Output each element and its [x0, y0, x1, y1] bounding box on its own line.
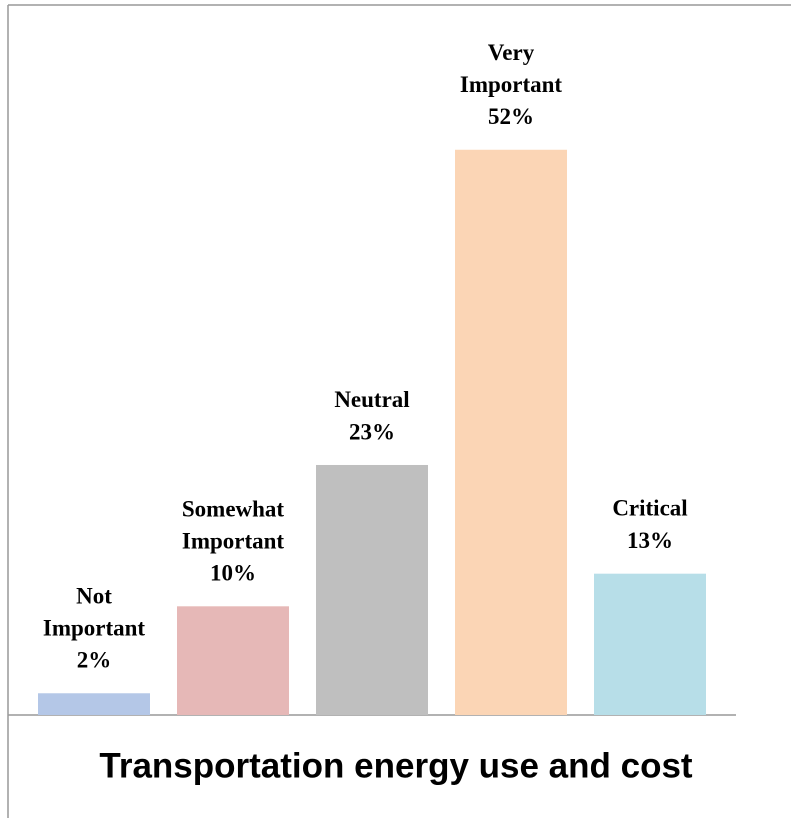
category-label: Not Important [43, 584, 146, 641]
bar [455, 149, 567, 715]
value-label: 23% [349, 419, 395, 444]
value-label: 10% [210, 561, 256, 586]
bar [316, 464, 428, 715]
category-label: Neutral [334, 387, 409, 412]
bar [38, 693, 150, 715]
value-label: 52% [488, 104, 534, 129]
bar [177, 606, 289, 715]
category-label: Very Important [460, 40, 563, 97]
category-label: Critical [612, 496, 687, 521]
chart-title: Transportation energy use and cost [99, 746, 693, 785]
bar [594, 573, 706, 715]
value-label: 13% [627, 528, 673, 553]
category-label: Somewhat Important [182, 497, 285, 554]
value-label: 2% [77, 648, 112, 673]
